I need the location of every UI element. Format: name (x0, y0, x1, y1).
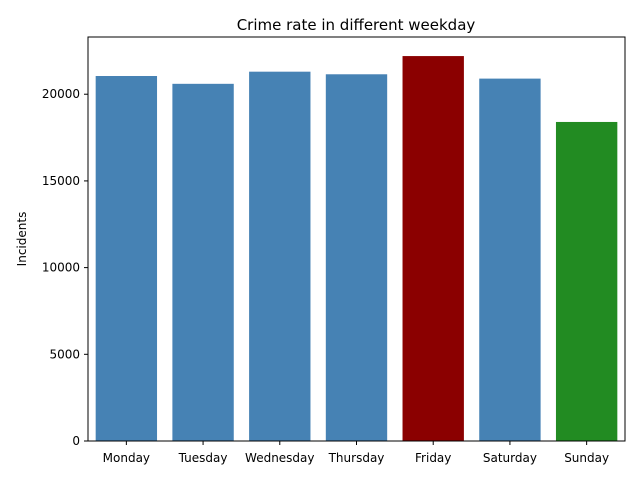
y-axis-label: Incidents (15, 212, 29, 267)
x-tick-label: Saturday (483, 451, 537, 465)
bar-tuesday (172, 83, 234, 441)
bar-thursday (325, 74, 388, 441)
bar-saturday (479, 78, 541, 442)
plot-frame (87, 36, 626, 442)
x-tick-label: Tuesday (178, 451, 228, 465)
x-tick-label: Sunday (564, 451, 609, 465)
bar-friday (402, 56, 464, 441)
y-tick-label: 20000 (42, 87, 80, 101)
y-tick-label: 5000 (49, 347, 80, 361)
x-tick-label: Monday (103, 451, 150, 465)
x-axis-ticks: Monday Tuesday Wednesday Thursday Friday Satu… (103, 441, 609, 465)
bar-sunday (555, 121, 618, 442)
bar-wednesday (249, 71, 311, 442)
chart-title: Crime rate in different weekday (237, 16, 476, 34)
y-axis-ticks: 0 5000 10000 15000 20000 (42, 87, 88, 448)
bars-layer (95, 56, 618, 442)
bar-monday (95, 76, 158, 441)
y-tick-label: 15000 (42, 174, 80, 188)
x-tick-label: Wednesday (245, 451, 314, 465)
y-tick-label: 10000 (42, 261, 80, 275)
x-tick-label: Thursday (328, 451, 385, 465)
x-tick-label: Friday (415, 451, 451, 465)
y-tick-label: 0 (72, 434, 80, 448)
